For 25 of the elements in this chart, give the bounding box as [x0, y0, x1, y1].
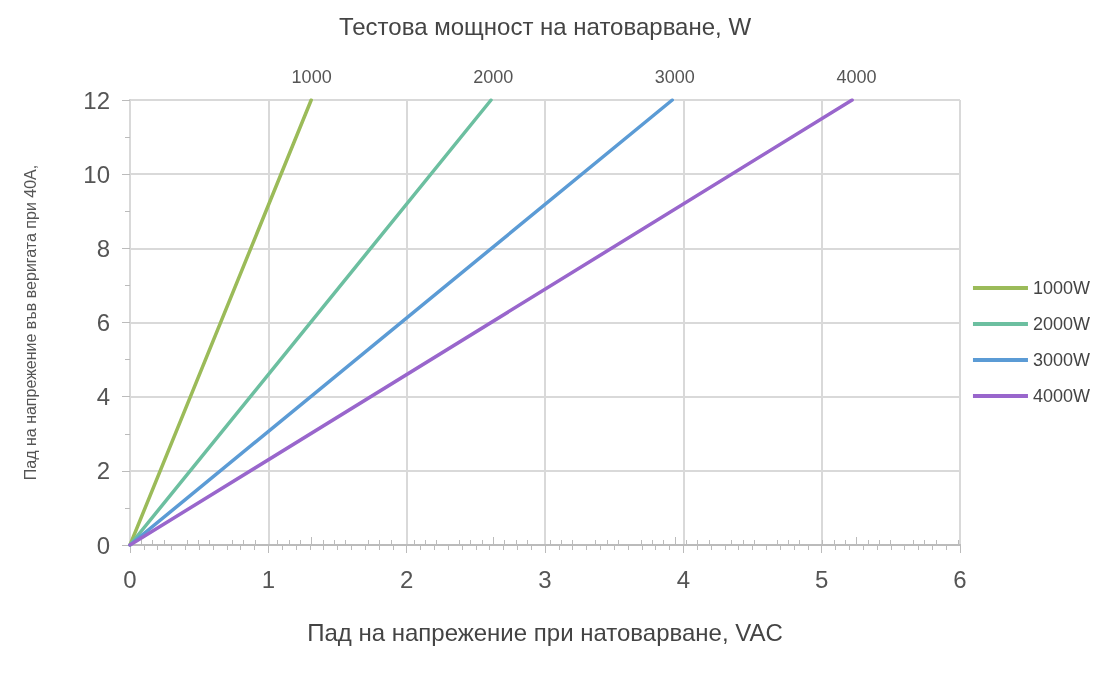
x-axis-title: Пад на напрежение при натоварване, VAC [307, 618, 783, 646]
y-axis-title: Пад на напрежение във веригата при 40А, [21, 164, 39, 481]
legend-label: 1000W [1032, 278, 1091, 298]
x2-tick-label: 4000 [836, 67, 877, 87]
legend-label: 2000W [1032, 314, 1091, 334]
x2-tick-label: 2000 [473, 67, 514, 87]
y-tick-label: 8 [96, 234, 110, 262]
x-tick-label: 2 [399, 565, 414, 593]
y-tick-label: 2 [96, 457, 110, 485]
legend-label: 3000W [1032, 350, 1091, 370]
x-tick-label: 6 [953, 565, 967, 593]
y-tick-label: 6 [96, 309, 110, 336]
legend-label: 4000W [1032, 386, 1091, 406]
x-tick-label: 1 [261, 565, 276, 593]
y-tick-label: 4 [96, 383, 110, 411]
x-tick-label: 0 [123, 565, 137, 593]
x-tick-label: 5 [814, 565, 829, 593]
x2-axis-title: Тестова мощност на натоварване, W [338, 12, 752, 40]
x2-tick-label: 1000 [291, 67, 332, 87]
y-tick-label: 12 [83, 86, 110, 114]
x-tick-label: 3 [538, 565, 552, 593]
x-tick-label: 4 [676, 565, 691, 593]
x2-tick-label: 3000 [654, 67, 695, 87]
y-tick-label: 0 [96, 531, 110, 559]
y-tick-label: 10 [83, 160, 110, 188]
